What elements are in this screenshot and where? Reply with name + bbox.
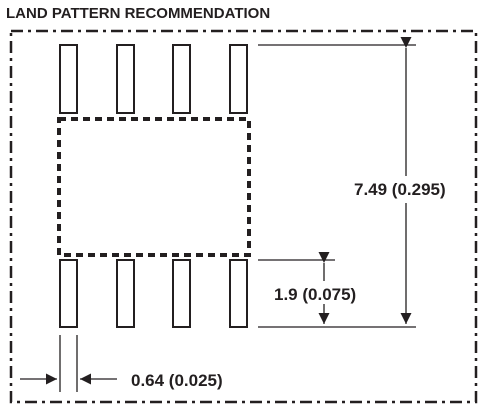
diagram-title: LAND PATTERN RECOMMENDATION (6, 5, 270, 22)
courtyard-outline (9, 29, 478, 404)
pad (116, 259, 135, 328)
pad (172, 259, 191, 328)
pad (59, 44, 78, 114)
bottom-pad-row (59, 259, 248, 328)
pad-width-label: 0.64 (0.025) (131, 371, 223, 390)
pad-length-dimension (258, 252, 335, 324)
pad-width-dimension (20, 335, 117, 392)
pad (229, 44, 248, 114)
pad-length-label: 1.9 (0.075) (274, 285, 356, 304)
overall-height-label: 7.49 (0.295) (354, 180, 446, 199)
pad (172, 44, 191, 114)
body-outline (57, 117, 251, 257)
pad (116, 44, 135, 114)
top-pad-row (59, 44, 248, 114)
pad (229, 259, 248, 328)
pad (59, 259, 78, 328)
overall-height-dimension (258, 37, 416, 328)
